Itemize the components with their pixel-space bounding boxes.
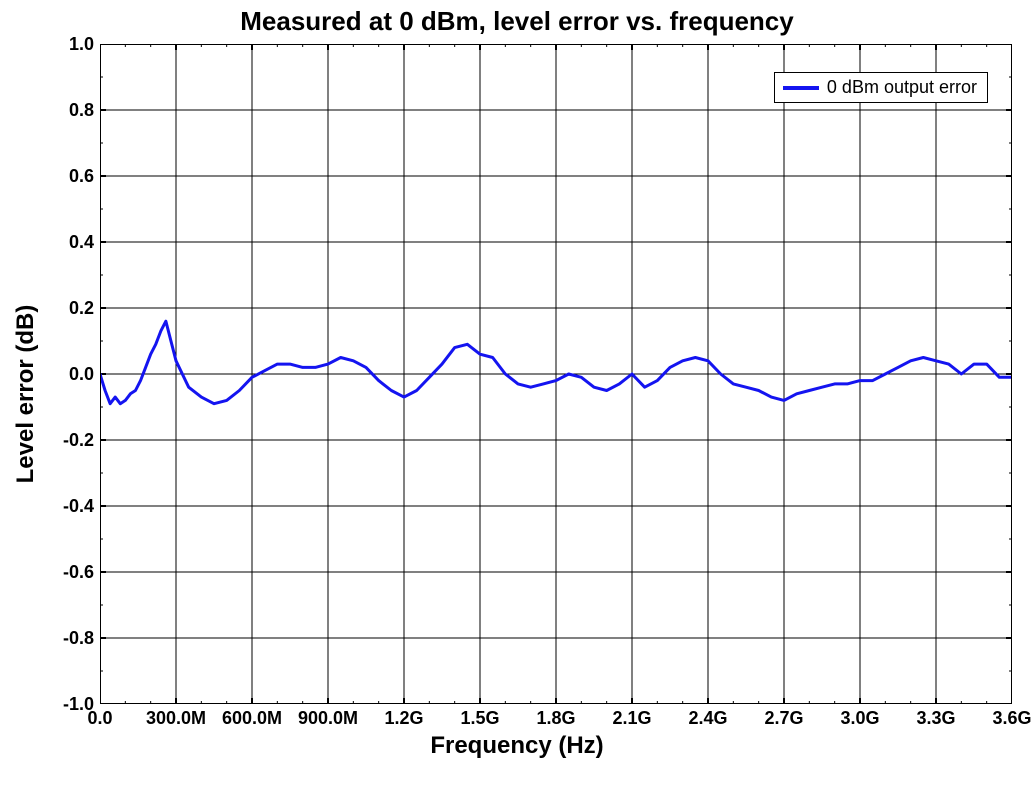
- y-tick-label: 1.0: [69, 34, 94, 55]
- x-tick-label: 2.7G: [764, 708, 803, 729]
- y-tick-label: -0.8: [63, 628, 94, 649]
- y-tick-label: 0.2: [69, 298, 94, 319]
- x-tick-label: 600.0M: [222, 708, 282, 729]
- chart-title: Measured at 0 dBm, level error vs. frequ…: [0, 6, 1034, 37]
- y-axis-label: Level error (dB): [12, 305, 40, 484]
- plot-svg: [100, 44, 1012, 704]
- legend: 0 dBm output error: [774, 72, 988, 103]
- x-tick-label: 3.0G: [840, 708, 879, 729]
- x-tick-label: 2.1G: [612, 708, 651, 729]
- y-tick-label: -0.4: [63, 496, 94, 517]
- y-tick-label: -0.2: [63, 430, 94, 451]
- y-tick-label: 0.4: [69, 232, 94, 253]
- legend-line: [783, 86, 819, 90]
- x-tick-label: 2.4G: [688, 708, 727, 729]
- y-tick-label: 0.0: [69, 364, 94, 385]
- x-tick-label: 1.2G: [384, 708, 423, 729]
- x-tick-label: 1.5G: [460, 708, 499, 729]
- chart-container: Measured at 0 dBm, level error vs. frequ…: [0, 0, 1034, 788]
- x-tick-label: 1.8G: [536, 708, 575, 729]
- x-tick-label: 3.3G: [916, 708, 955, 729]
- x-tick-label: 3.6G: [992, 708, 1031, 729]
- legend-text: 0 dBm output error: [827, 77, 977, 98]
- x-tick-label: 900.0M: [298, 708, 358, 729]
- y-tick-label: -0.6: [63, 562, 94, 583]
- y-tick-label: 0.6: [69, 166, 94, 187]
- plot-area: 0 dBm output error: [100, 44, 1012, 704]
- y-tick-label: 0.8: [69, 100, 94, 121]
- x-tick-label: 300.0M: [146, 708, 206, 729]
- x-axis-label: Frequency (Hz): [0, 732, 1034, 760]
- x-tick-label: 0.0: [87, 708, 112, 729]
